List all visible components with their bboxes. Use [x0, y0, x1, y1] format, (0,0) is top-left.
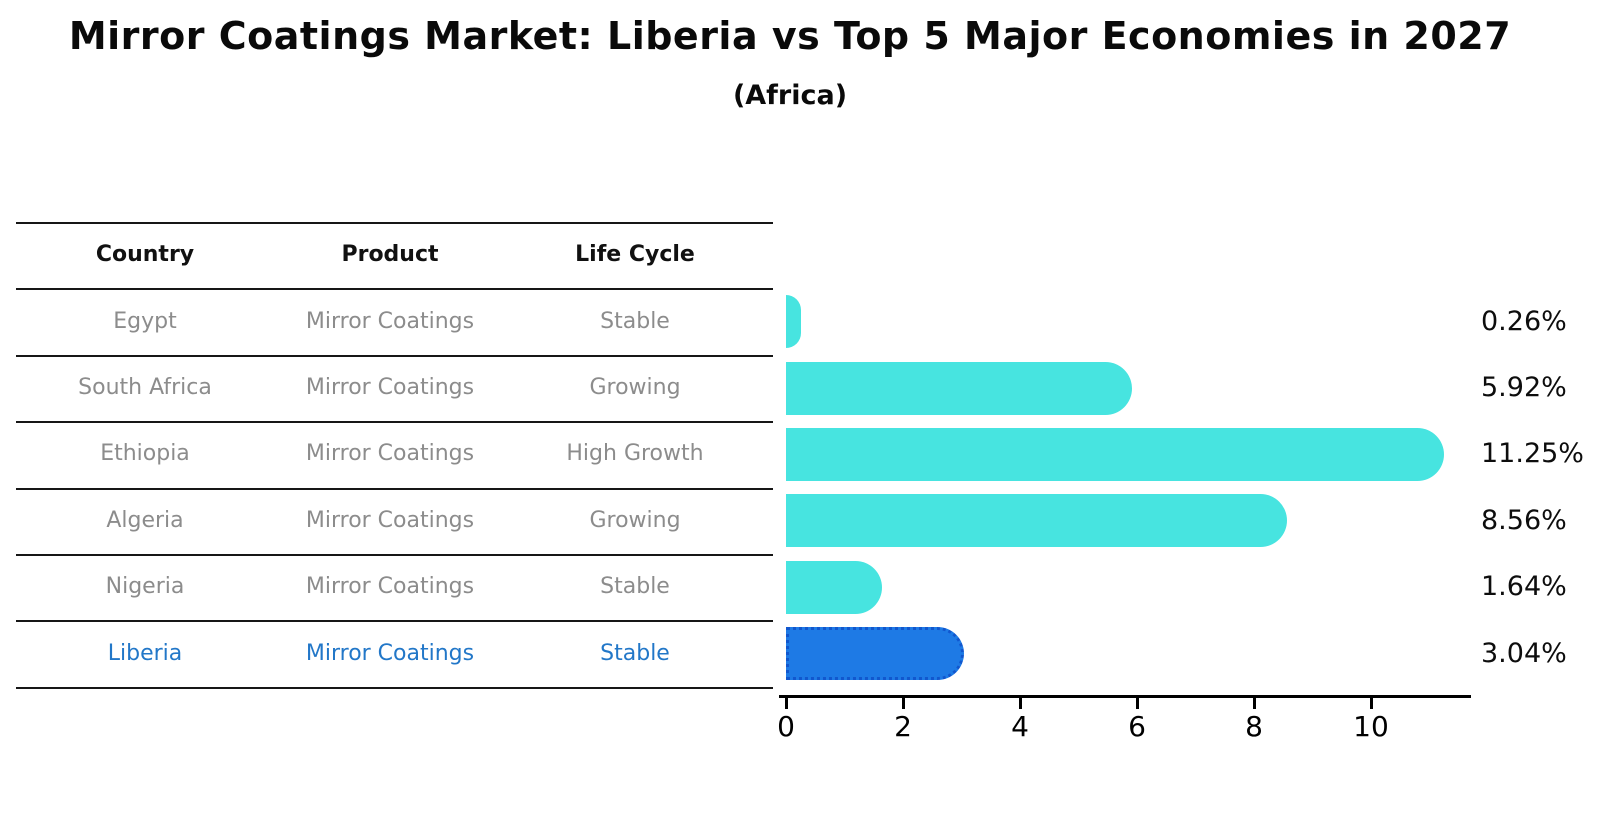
x-axis-tick — [784, 698, 788, 709]
bar-nigeria — [786, 560, 882, 614]
x-axis-spine — [779, 695, 1471, 698]
table-cell-product: Mirror Coatings — [305, 574, 475, 600]
table-cell-product: Mirror Coatings — [305, 441, 475, 467]
table-cell-country: Ethiopia — [100, 441, 190, 467]
value-label: 1.64% — [1481, 571, 1567, 603]
table-cell-product: Mirror Coatings — [305, 507, 475, 533]
table-cell-country: Nigeria — [105, 574, 185, 600]
table-rule — [16, 421, 773, 424]
table-cell-country: Liberia — [107, 640, 183, 666]
x-axis-tick-label: 0 — [777, 710, 795, 743]
table-cell-country: Algeria — [106, 507, 184, 533]
x-axis-tick — [1252, 698, 1256, 709]
table-rule — [16, 554, 773, 556]
table-cell-product: Mirror Coatings — [305, 640, 475, 666]
value-label: 3.04% — [1481, 637, 1567, 669]
bar-liberia — [786, 627, 964, 681]
table-cell-country: Egypt — [113, 308, 177, 334]
table-cell-life_cycle: Stable — [600, 574, 670, 600]
table-rule — [16, 487, 773, 490]
bar-algeria — [786, 494, 1287, 548]
table-cell-product: Mirror Coatings — [305, 308, 475, 334]
table-rule — [16, 686, 773, 689]
table-rule — [16, 620, 773, 623]
bar-south-africa — [786, 361, 1133, 415]
table-cell-product: Mirror Coatings — [305, 375, 475, 400]
table-rule — [16, 288, 773, 291]
table-cell-life_cycle: Growing — [589, 375, 681, 400]
x-axis-tick-label: 6 — [1128, 710, 1146, 743]
table-rule — [16, 222, 773, 224]
x-axis-tick-label: 4 — [1011, 710, 1029, 743]
chart-subtitle: (Africa) — [732, 80, 848, 111]
bar-ethiopia — [786, 427, 1445, 481]
value-label: 11.25% — [1481, 438, 1584, 470]
column-header-life_cycle: Life Cycle — [575, 242, 695, 268]
table-cell-life_cycle: Stable — [600, 640, 670, 666]
table-cell-life_cycle: Growing — [589, 507, 681, 533]
bar-egypt — [786, 295, 802, 349]
column-header-country: Country — [95, 242, 195, 268]
table-rule — [16, 354, 773, 357]
x-axis-tick — [1135, 698, 1139, 709]
table-cell-life_cycle: Stable — [600, 308, 670, 334]
value-label: 8.56% — [1481, 504, 1567, 536]
column-header-product: Product — [341, 242, 439, 268]
x-axis-tick-label: 2 — [894, 710, 912, 743]
x-axis-tick — [1018, 698, 1022, 709]
x-axis-tick-label: 8 — [1245, 710, 1263, 743]
x-axis-tick-label: 10 — [1353, 710, 1389, 743]
table-cell-country: South Africa — [78, 375, 212, 400]
x-axis-tick — [901, 698, 905, 709]
x-axis-tick — [1369, 698, 1373, 709]
value-label: 5.92% — [1481, 372, 1567, 403]
value-label: 0.26% — [1481, 305, 1567, 337]
chart-title: Mirror Coatings Market: Liberia vs Top 5… — [68, 14, 1512, 58]
table-cell-life_cycle: High Growth — [566, 441, 704, 467]
